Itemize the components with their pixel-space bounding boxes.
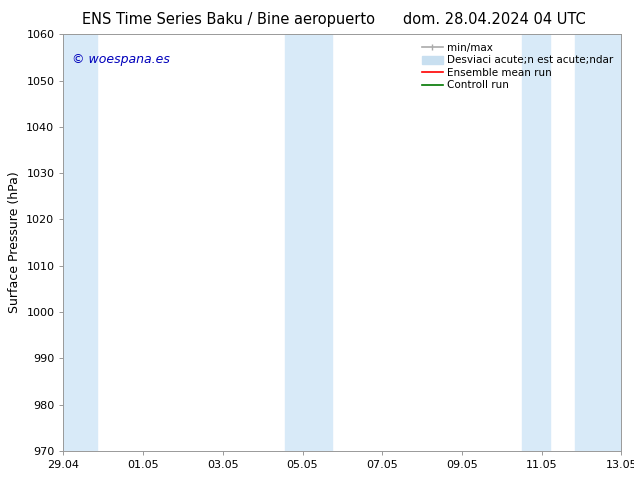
Text: dom. 28.04.2024 04 UTC: dom. 28.04.2024 04 UTC [403,12,586,27]
Y-axis label: Surface Pressure (hPa): Surface Pressure (hPa) [8,172,21,314]
Text: ENS Time Series Baku / Bine aeropuerto: ENS Time Series Baku / Bine aeropuerto [82,12,375,27]
Bar [63,34,97,451]
Bar [522,34,550,451]
Text: © woespana.es: © woespana.es [72,53,170,66]
Bar [302,34,332,451]
Bar [285,34,302,451]
Bar [576,34,621,451]
Legend: min/max, Desviaci acute;n est acute;ndar, Ensemble mean run, Controll run: min/max, Desviaci acute;n est acute;ndar… [418,40,616,94]
